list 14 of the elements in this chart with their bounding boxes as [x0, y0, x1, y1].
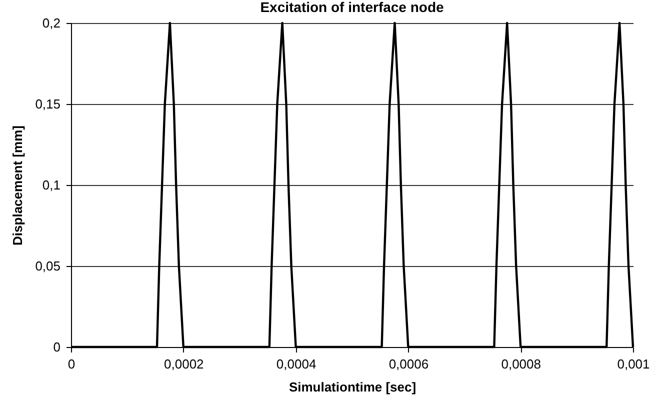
x-axis-title: Simulationtime [sec] [288, 380, 416, 394]
y-tick-label: 0,15 [35, 96, 60, 112]
x-tick-label: 0,0008 [501, 356, 541, 372]
x-tick-label: 0,0006 [388, 356, 429, 372]
y-tick-label: 0 [53, 340, 60, 354]
chart-title: Excitation of interface node [260, 0, 444, 15]
x-tick-label: 0,0002 [164, 356, 204, 372]
y-tick-label: 0,05 [35, 258, 60, 274]
x-tick-label: 0,0004 [276, 356, 316, 372]
y-tick-label: 0,2 [42, 16, 60, 30]
x-tick-label: 0,001 [617, 356, 650, 372]
y-axis-title: Displacement [mm] [10, 126, 26, 246]
y-tick-label: 0,1 [42, 178, 60, 192]
x-tick-label: 0 [68, 356, 76, 372]
